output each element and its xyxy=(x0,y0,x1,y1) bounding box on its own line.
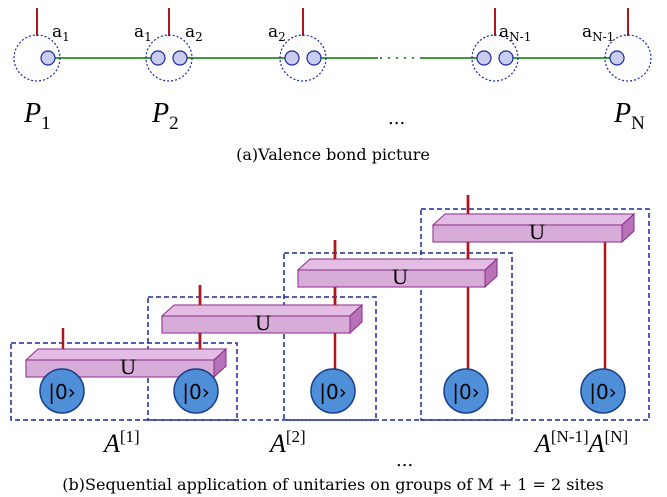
label-a1-site1: a1 xyxy=(52,22,70,44)
virtual-spin xyxy=(40,50,56,66)
unitary-slab-4: U xyxy=(431,212,636,244)
label-a2-site2: a2 xyxy=(185,22,203,44)
virtual-spin xyxy=(609,50,625,66)
group-box-1 xyxy=(10,342,238,421)
site-p1 xyxy=(13,8,61,82)
valence-bond-panel: a1 a1 a2 a2 aN-1 aN-1 P1 P2 PN ... (a)Va… xyxy=(13,8,652,164)
label-an1-siten: aN-1 xyxy=(582,22,614,44)
slab-front-face xyxy=(297,269,486,288)
site-boundary xyxy=(471,34,519,82)
ket-circle xyxy=(310,368,356,414)
virtual-spin xyxy=(150,50,166,66)
label-a1-site2: a1 xyxy=(134,22,152,44)
ket-circle xyxy=(443,368,489,414)
sequential-unitaries-panel: U U U U | xyxy=(10,195,650,494)
unitary-label: U xyxy=(392,265,409,289)
site-boundary xyxy=(604,34,652,82)
site-p3 xyxy=(279,8,327,82)
unitary-slab-2: U xyxy=(160,303,364,335)
ket-circle xyxy=(39,368,85,414)
ket-label: |0› xyxy=(319,380,346,404)
virtual-spin xyxy=(284,50,300,66)
group-box-3 xyxy=(283,252,513,421)
label-a2-site3: a2 xyxy=(268,22,286,44)
virtual-spin xyxy=(172,50,188,66)
ket-label: |0› xyxy=(182,380,209,404)
site-boundary xyxy=(145,34,193,82)
label-an1-siten1: aN-1 xyxy=(499,22,531,44)
unitary-slab-3: U xyxy=(296,257,499,289)
unitary-label: U xyxy=(120,355,137,379)
label-an1-tensor: A[N-1]A[N] xyxy=(533,427,628,458)
ket-2: |0› xyxy=(173,368,219,414)
unitary-label: U xyxy=(255,311,272,335)
label-p2: P2 xyxy=(151,98,179,134)
ellipsis-top: ... xyxy=(388,108,405,129)
site-pn1 xyxy=(471,8,519,82)
site-boundary xyxy=(13,34,61,82)
ket-label: |0› xyxy=(452,380,479,404)
site-boundary xyxy=(279,34,327,82)
site-p2 xyxy=(145,8,193,82)
ellipsis-bottom: ... xyxy=(396,450,413,471)
virtual-spin xyxy=(306,50,322,66)
label-pn: PN xyxy=(613,98,645,134)
ket-1: |0› xyxy=(39,368,85,414)
ket-label: |0› xyxy=(48,380,75,404)
ket-3: |0› xyxy=(310,368,356,414)
caption-a: (a)Valence bond picture xyxy=(236,145,430,164)
label-p1: P1 xyxy=(23,98,51,134)
label-a1-tensor: A[1] xyxy=(102,427,140,458)
unitary-label: U xyxy=(529,220,546,244)
virtual-spin xyxy=(498,50,514,66)
site-pn xyxy=(604,8,652,82)
label-a2-tensor: A[2] xyxy=(268,427,306,458)
ket-circle xyxy=(173,368,219,414)
ket-n: |0› xyxy=(580,368,626,414)
ket-circle xyxy=(580,368,626,414)
ket-4: |0› xyxy=(443,368,489,414)
slab-front-face xyxy=(432,224,623,243)
ket-label: |0› xyxy=(589,380,616,404)
slab-front-face xyxy=(161,315,351,334)
virtual-spin xyxy=(476,50,492,66)
group-box-4 xyxy=(420,208,650,421)
caption-b: (b)Sequential application of unitaries o… xyxy=(62,475,603,494)
